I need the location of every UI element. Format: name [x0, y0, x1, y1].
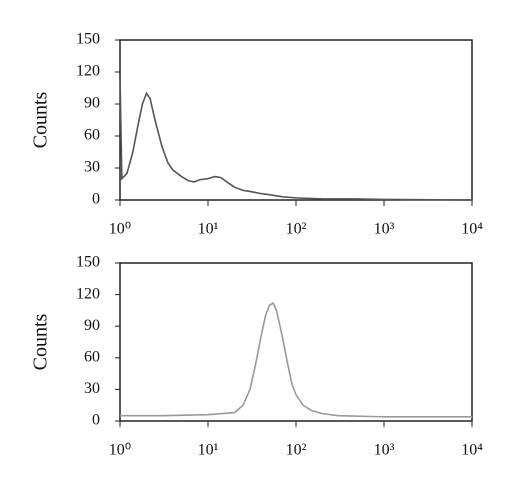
y-tick-label: 150: [76, 31, 100, 48]
y-tick-label: 90: [84, 317, 100, 334]
y-tick-label: 0: [92, 412, 100, 429]
y-tick-label: 90: [84, 95, 100, 112]
y-tick-label: 120: [76, 285, 100, 302]
y-tick-label: 120: [76, 63, 100, 80]
x-tick-label: 10³: [374, 221, 395, 238]
x-tick-label: 10²: [286, 221, 307, 238]
y-tick-label: 60: [84, 127, 100, 144]
y-tick-label: 60: [84, 348, 100, 365]
histogram-line: [120, 301, 472, 418]
x-tick-label: 10⁴: [461, 442, 483, 459]
x-tick-label: 10⁴: [461, 221, 483, 238]
x-tick-label: 10⁰: [109, 221, 131, 238]
x-tick-label: 10⁰: [109, 442, 131, 459]
y-axis-label: Counts: [30, 313, 52, 370]
y-tick-label: 150: [76, 254, 100, 271]
x-tick-label: 10³: [374, 442, 395, 459]
x-tick-label: 10²: [286, 442, 307, 459]
y-tick-label: 30: [84, 380, 100, 397]
histogram-line: [119, 77, 473, 201]
plot-frame: [119, 262, 473, 422]
y-tick-label: 0: [92, 191, 100, 208]
y-axis-label: Counts: [30, 91, 52, 148]
plot-frame: [119, 39, 473, 201]
y-tick-label: 30: [84, 159, 100, 176]
x-tick-label: 10¹: [198, 221, 219, 238]
x-tick-label: 10¹: [198, 442, 219, 459]
